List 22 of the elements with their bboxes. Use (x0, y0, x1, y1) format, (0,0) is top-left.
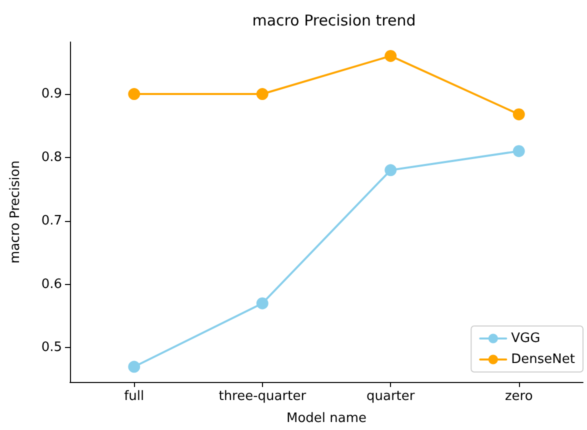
point (512, 145, 525, 158)
y-tick-label: 0.8 (41, 150, 62, 165)
point (128, 88, 140, 100)
legend-label: DenseNet (511, 352, 576, 367)
chart-title: macro Precision trend (252, 12, 416, 30)
point (256, 297, 268, 310)
point (512, 108, 525, 120)
x-tick-label: three-quarter (218, 389, 307, 404)
y-tick-label: 0.6 (41, 276, 62, 292)
y-tick-label: 0.7 (41, 213, 62, 228)
point (384, 50, 397, 62)
x-tick-label: zero (504, 389, 533, 404)
x-axis-title: Model name (286, 411, 367, 426)
y-axis-title: macro Precision (8, 160, 23, 264)
x-tick-label: full (124, 389, 144, 404)
x-tick-label: quarter (366, 389, 416, 404)
point (256, 88, 268, 100)
y-tick-label: 0.5 (41, 340, 62, 356)
y-tick-label: 0.9 (41, 86, 62, 102)
legend-label: VGG (511, 331, 540, 346)
point (384, 164, 397, 176)
point (128, 360, 140, 373)
